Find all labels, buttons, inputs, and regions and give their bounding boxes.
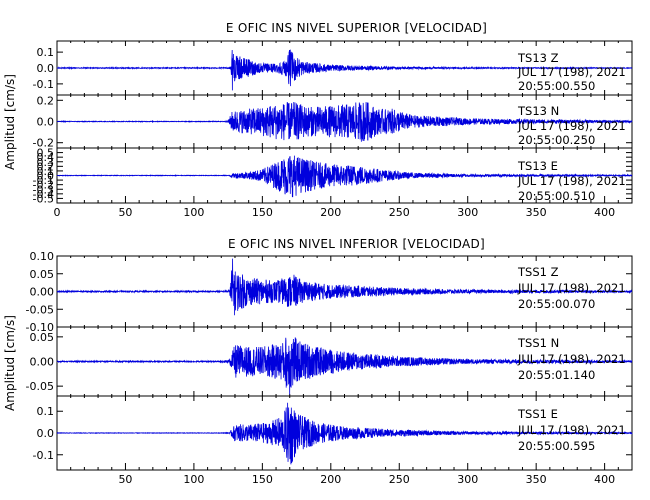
y-tick-label: -0.1	[33, 174, 54, 187]
y-tick-label: -0.3	[33, 183, 54, 196]
y-tick-label: 0.4	[37, 151, 55, 164]
x-tick-label: 400	[594, 473, 615, 486]
y-tick-label: 0.0	[37, 427, 55, 440]
y-tick-label: -0.2	[33, 179, 54, 192]
waveform-trace	[56, 337, 633, 395]
y-tick-label: -0.05	[26, 380, 54, 393]
trace-time-label: 20:55:00.550	[518, 79, 595, 93]
x-tick-label: 200	[320, 206, 341, 219]
y-tick-label: 0.1	[37, 165, 55, 178]
y-tick-label: 0.0	[37, 170, 55, 183]
x-tick-label: 50	[118, 473, 132, 486]
trace-station-label: TS13 Z	[517, 51, 559, 65]
y-axis-label: Amplitud [cm/s]	[3, 74, 17, 170]
x-tick-label: 250	[389, 473, 410, 486]
panel-title: E OFIC INS NIVEL SUPERIOR [VELOCIDAD]	[226, 21, 487, 35]
x-tick-label: 300	[457, 473, 478, 486]
trace-date-label: JUL 17 (198), 2021	[517, 65, 626, 79]
trace-time-label: 20:55:00.510	[518, 189, 595, 203]
waveform-trace	[56, 402, 633, 465]
y-tick-label: 0.00	[30, 356, 55, 369]
y-tick-label: 0.2	[37, 160, 55, 173]
x-tick-label: 150	[252, 206, 273, 219]
panel-title: E OFIC INS NIVEL INFERIOR [VELOCIDAD]	[228, 237, 485, 251]
waveform-trace	[56, 49, 633, 91]
x-tick-label: 400	[594, 206, 615, 219]
y-tick-label: 0.0	[37, 62, 55, 75]
y-tick-label: 0.2	[37, 94, 55, 107]
y-tick-label: 0.05	[30, 331, 55, 344]
y-tick-label: -0.5	[33, 192, 54, 205]
y-tick-label: -0.10	[26, 321, 54, 334]
y-tick-label: 0.3	[37, 156, 55, 169]
trace-station-label: TSS1 N	[517, 336, 559, 350]
y-tick-label: -0.1	[33, 78, 54, 91]
y-tick-label: 0.0	[37, 116, 55, 129]
y-tick-label: -0.05	[26, 303, 54, 316]
trace-date-label: JUL 17 (198), 2021	[517, 352, 626, 366]
trace-date-label: JUL 17 (198), 2021	[517, 119, 626, 133]
y-tick-label: -0.2	[33, 137, 54, 150]
x-tick-label: 50	[118, 206, 132, 219]
waveform-trace	[56, 101, 633, 142]
trace-time-label: 20:55:00.595	[518, 439, 595, 453]
x-tick-label: 350	[526, 473, 547, 486]
trace-station-label: TS13 N	[517, 104, 559, 118]
y-tick-label: 0.1	[37, 46, 55, 59]
waveform-trace	[56, 155, 633, 198]
x-tick-label: 300	[457, 206, 478, 219]
y-tick-label: 0.05	[30, 268, 55, 281]
trace-time-label: 20:55:01.140	[518, 368, 595, 382]
waveform-trace	[56, 258, 633, 316]
x-tick-label: 100	[183, 473, 204, 486]
x-tick-label: 100	[183, 206, 204, 219]
trace-time-label: 20:55:00.070	[518, 297, 595, 311]
x-tick-label: 250	[389, 206, 410, 219]
x-tick-label: 200	[320, 473, 341, 486]
y-tick-label: -0.1	[33, 449, 54, 462]
y-axis-label: Amplitud [cm/s]	[3, 315, 17, 411]
trace-station-label: TSS1 Z	[517, 265, 559, 279]
x-tick-label: 150	[252, 473, 273, 486]
y-tick-label: 0.1	[37, 405, 55, 418]
trace-station-label: TSS1 E	[517, 407, 558, 421]
y-tick-label: 0.10	[30, 250, 55, 263]
y-tick-label: 0.5	[37, 147, 55, 160]
trace-time-label: 20:55:00.250	[518, 133, 595, 147]
y-tick-label: -0.4	[33, 188, 54, 201]
trace-date-label: JUL 17 (198), 2021	[517, 174, 626, 188]
x-tick-label: 350	[526, 206, 547, 219]
trace-station-label: TS13 E	[517, 159, 558, 173]
x-tick-label: 0	[54, 206, 61, 219]
trace-date-label: JUL 17 (198), 2021	[517, 281, 626, 295]
y-tick-label: 0.00	[30, 286, 55, 299]
trace-date-label: JUL 17 (198), 2021	[517, 423, 626, 437]
